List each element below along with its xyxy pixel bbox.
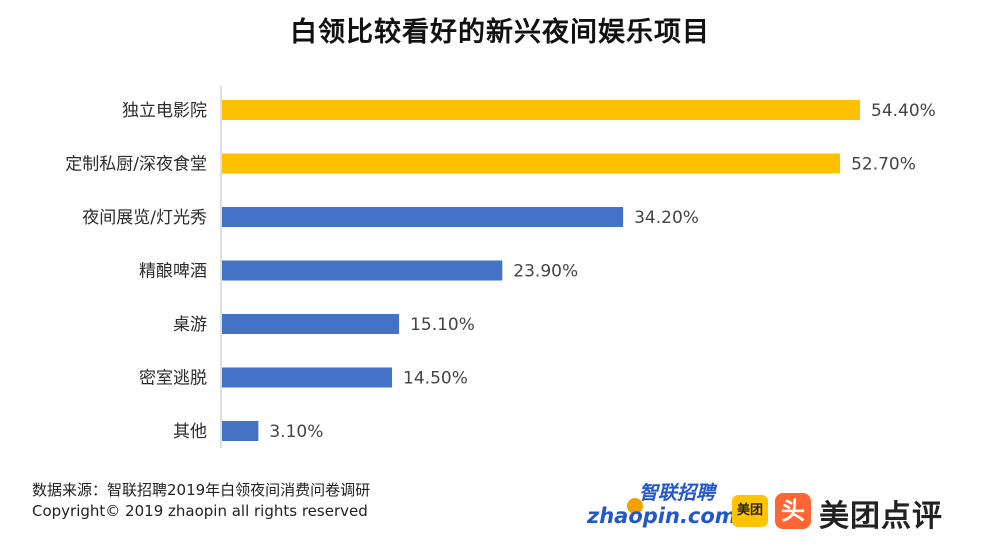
category-label: 桌游 [173, 315, 207, 335]
bar [222, 207, 624, 227]
bar [222, 100, 860, 120]
data-label: 52.70% [851, 155, 916, 175]
copyright-line: Copyright© 2019 zhaopin all rights reser… [32, 502, 368, 520]
meituan-logo: 美团 [732, 495, 768, 527]
category-label: 夜间展览/灯光秀 [82, 208, 207, 228]
zhaopin-logo-cn: 智联招聘 [639, 482, 716, 504]
bar-chart: 独立电影院 54.40% 定制私厨/深夜食堂 52.70% 夜间展览/灯光秀 34.20%… [65, 86, 936, 448]
data-source-note: 数据来源：智联招聘2019年白领夜间消费问卷调研 Copyright© 2019… [32, 480, 370, 522]
bar [222, 314, 400, 334]
category-label: 密室逃脱 [139, 369, 207, 389]
data-label: 34.20% [634, 208, 699, 228]
zhaopin-dot-icon [627, 498, 643, 514]
data-label: 14.50% [403, 369, 468, 389]
dianping-logo-icon: 头 [775, 493, 811, 529]
bar [222, 367, 393, 388]
category-label: 精酿啤酒 [139, 262, 207, 282]
bar [222, 260, 503, 281]
data-label: 23.90% [513, 262, 578, 282]
data-label: 15.10% [410, 315, 475, 335]
data-label: 3.10% [269, 422, 323, 442]
bar [222, 421, 259, 441]
category-label: 定制私厨/深夜食堂 [65, 155, 207, 175]
zhaopin-logo: 智联招聘 zhaopin.com [585, 478, 737, 538]
meituan-dianping-logo-text: 美团点评 [819, 499, 943, 534]
chart-title: 白领比较看好的新兴夜间娱乐项目 [290, 17, 710, 48]
source-line: 数据来源：智联招聘2019年白领夜间消费问卷调研 [32, 481, 371, 499]
category-label: 独立电影院 [122, 101, 207, 121]
category-label: 其他 [173, 422, 207, 442]
bar [222, 153, 841, 174]
zhaopin-logo-en: zhaopin.com [587, 504, 737, 528]
data-label: 54.40% [871, 101, 936, 121]
